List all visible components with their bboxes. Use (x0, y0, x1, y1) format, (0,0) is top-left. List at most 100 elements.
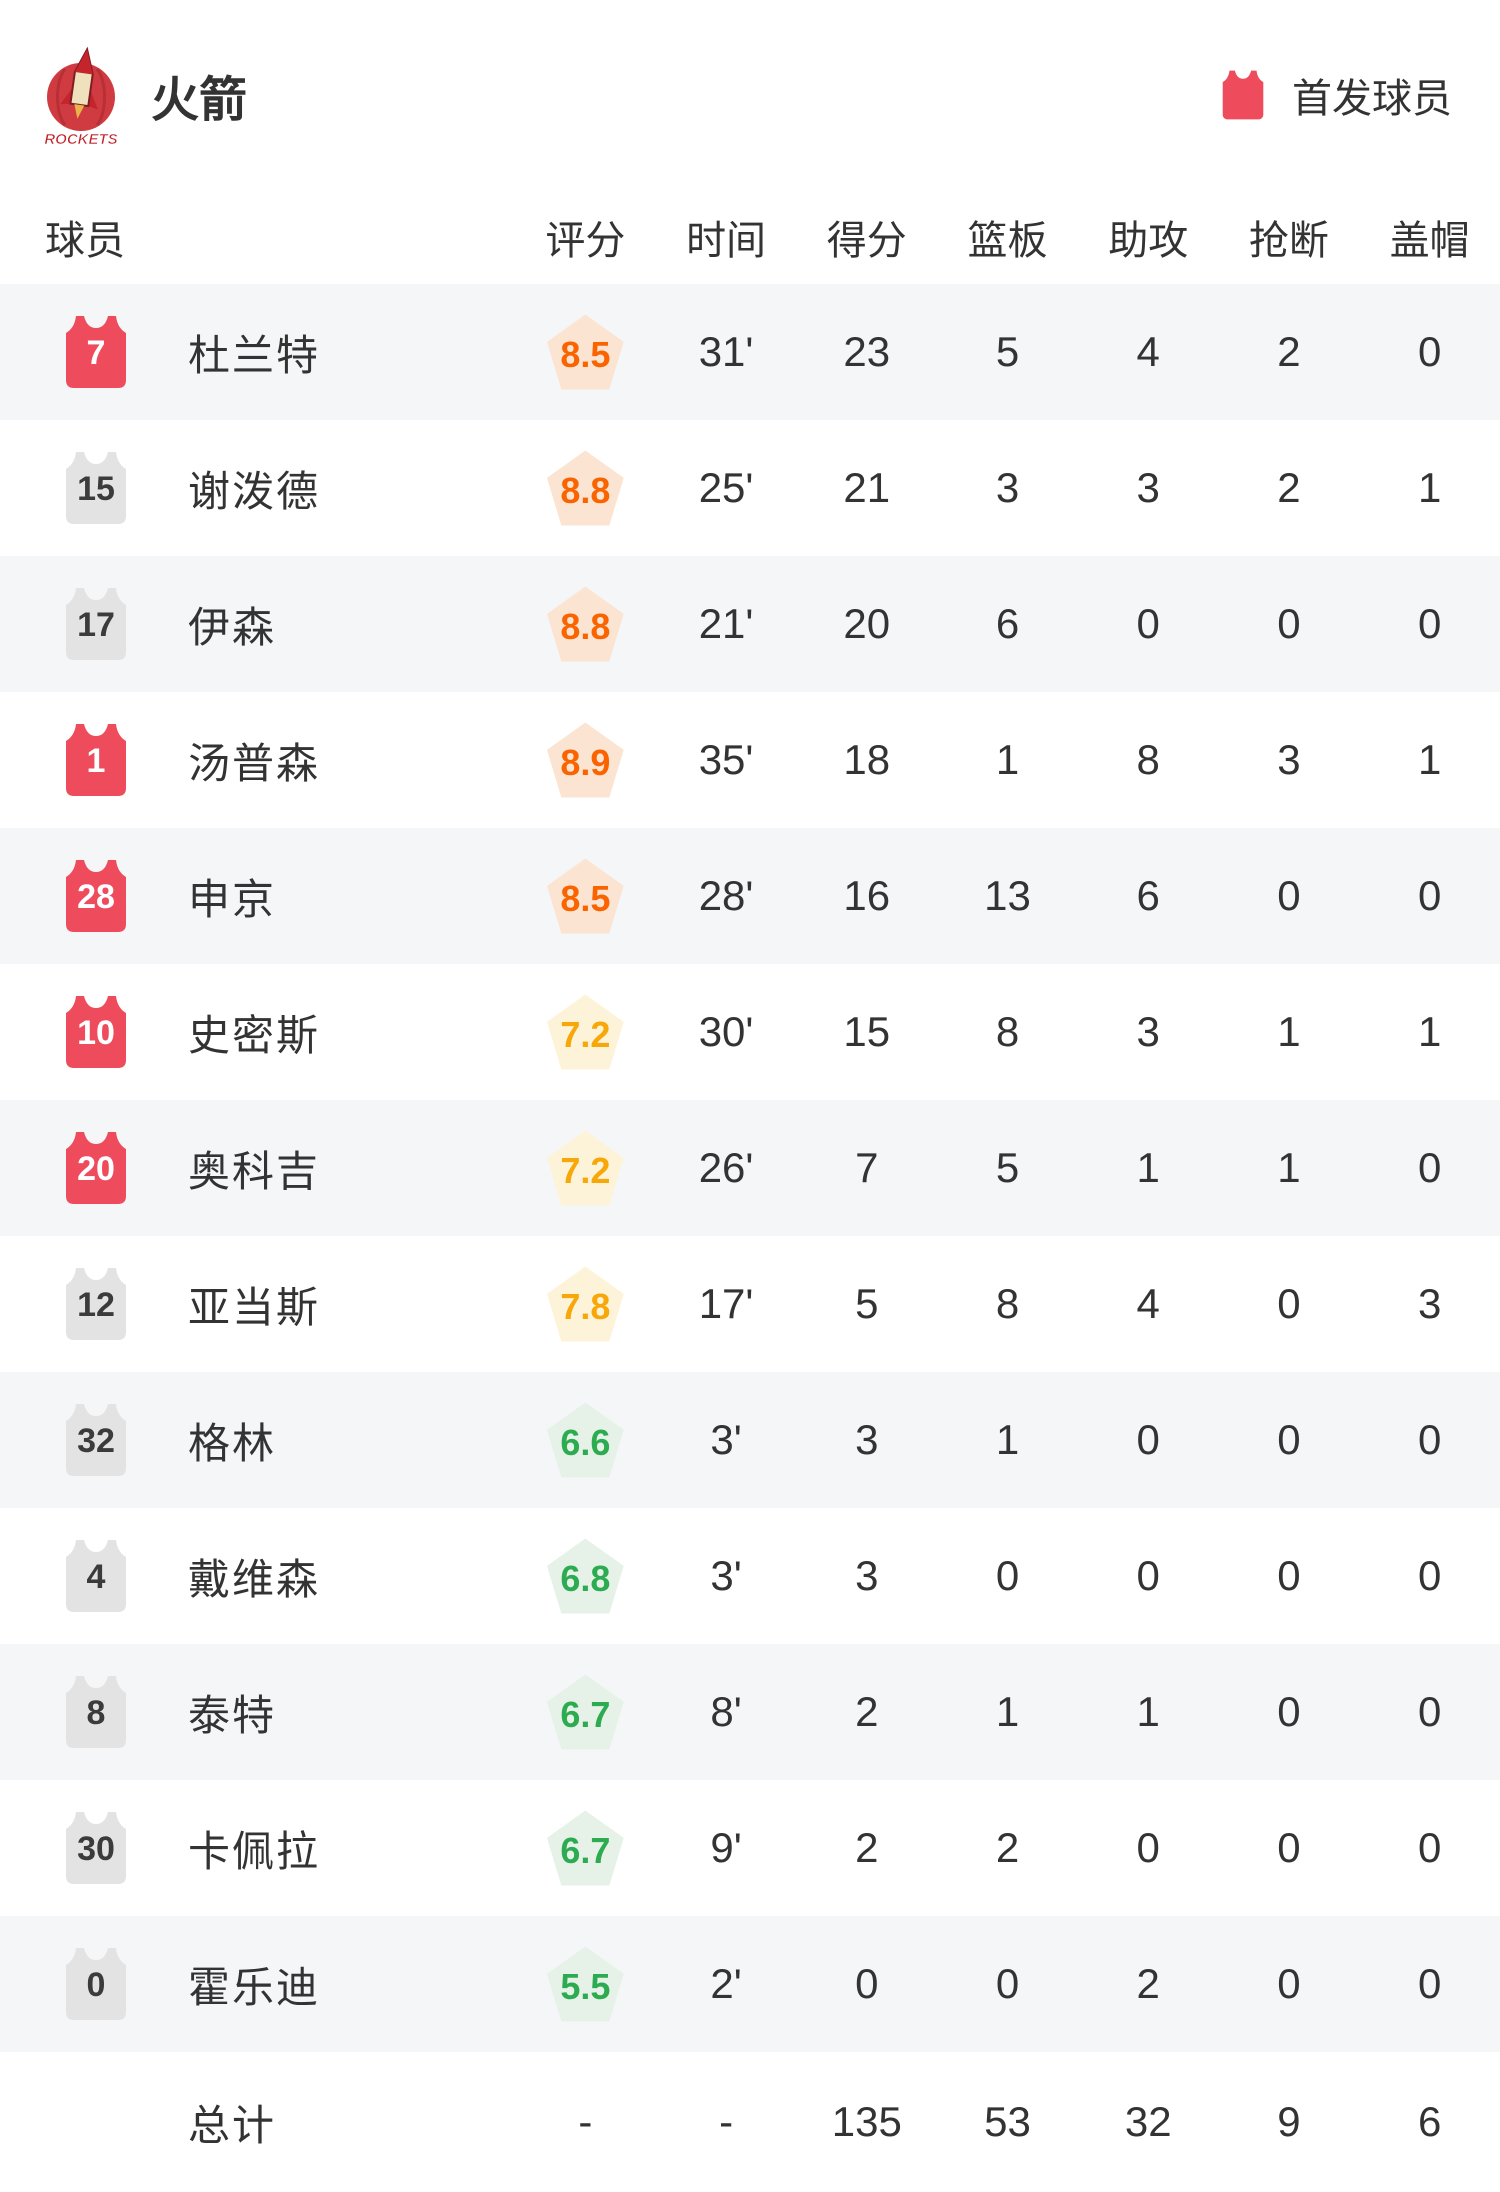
jersey-number: 12 (77, 1286, 115, 1324)
stat-steals: 0 (1277, 1552, 1301, 1599)
stat-steals: 0 (1277, 1416, 1301, 1463)
stat-rebounds: 1 (995, 736, 1020, 783)
stat-blocks: 1 (1417, 464, 1442, 511)
player-name: 伊森 (188, 603, 277, 651)
jersey-icon: 20 (62, 1130, 130, 1206)
stat-assists: 8 (1136, 736, 1160, 783)
rating-value: 6.6 (560, 1422, 611, 1463)
team-header: ROCKETS 火箭 首发球员 (0, 0, 1500, 190)
stat-points: 3 (855, 1416, 879, 1463)
stat-time: 26' (698, 1144, 754, 1191)
stat-assists: 0 (1136, 1824, 1160, 1871)
rating-badge: 8.5 (545, 857, 625, 935)
player-row[interactable]: 7 杜兰特 8.5 31' 23 5 4 2 0 (0, 284, 1500, 420)
stat-time: 17' (698, 1280, 754, 1327)
total-rating: - (578, 2098, 593, 2145)
column-header-assists: 助攻 (1108, 219, 1189, 263)
rating-badge: 7.2 (545, 993, 625, 1071)
stat-points: 16 (843, 872, 891, 919)
rating-badge: 6.8 (545, 1537, 625, 1615)
player-name: 谢泼德 (188, 467, 321, 515)
player-row[interactable]: 1 汤普森 8.9 35' 18 1 8 3 1 (0, 692, 1500, 828)
starter-jersey-icon (1222, 70, 1264, 120)
rating-value: 6.7 (560, 1694, 611, 1735)
player-row[interactable]: 20 奥科吉 7.2 26' 7 5 1 1 0 (0, 1100, 1500, 1236)
rating-badge: 8.9 (545, 721, 625, 799)
player-row[interactable]: 30 卡佩拉 6.7 9' 2 2 0 0 0 (0, 1780, 1500, 1916)
stat-steals: 3 (1277, 736, 1301, 783)
stat-rebounds: 6 (995, 600, 1020, 647)
stat-assists: 0 (1136, 1552, 1160, 1599)
stat-time: 21' (698, 600, 754, 647)
rating-value: 6.8 (560, 1558, 611, 1599)
stat-time: 3' (710, 1552, 742, 1599)
rating-badge: 6.7 (545, 1809, 625, 1887)
stat-blocks: 3 (1417, 1280, 1442, 1327)
stat-blocks: 0 (1417, 1960, 1442, 2007)
jersey-icon: 1 (62, 722, 130, 798)
total-steals: 9 (1277, 2098, 1301, 2145)
jersey-number: 32 (77, 1422, 115, 1460)
jersey-icon: 8 (62, 1674, 130, 1750)
stat-rebounds: 0 (995, 1552, 1020, 1599)
jersey-number: 0 (86, 1966, 106, 2004)
rating-value: 7.8 (560, 1286, 611, 1327)
player-row[interactable]: 10 史密斯 7.2 30' 15 8 3 1 1 (0, 964, 1500, 1100)
stat-blocks: 0 (1417, 1144, 1442, 1191)
svg-text:ROCKETS: ROCKETS (45, 131, 117, 147)
player-row[interactable]: 0 霍乐迪 5.5 2' 0 0 2 0 0 (0, 1916, 1500, 2052)
stat-rebounds: 0 (995, 1960, 1020, 2007)
stat-blocks: 1 (1417, 1008, 1442, 1055)
jersey-icon: 7 (62, 314, 130, 390)
player-row[interactable]: 12 亚当斯 7.8 17' 5 8 4 0 3 (0, 1236, 1500, 1372)
stat-points: 7 (855, 1144, 879, 1191)
stat-time: 30' (698, 1008, 754, 1055)
player-row[interactable]: 4 戴维森 6.8 3' 3 0 0 0 0 (0, 1508, 1500, 1644)
total-row: 总计 - - 135 53 32 9 6 (0, 2052, 1500, 2192)
stat-rebounds: 2 (995, 1824, 1020, 1871)
rating-value: 8.8 (560, 470, 611, 511)
stat-time: 8' (710, 1688, 742, 1735)
rating-badge: 7.2 (545, 1129, 625, 1207)
player-row[interactable]: 17 伊森 8.8 21' 20 6 0 0 0 (0, 556, 1500, 692)
jersey-icon: 10 (62, 994, 130, 1070)
stat-points: 2 (855, 1688, 879, 1735)
jersey-number: 17 (77, 606, 115, 644)
jersey-number: 10 (77, 1014, 115, 1052)
jersey-number: 28 (77, 878, 115, 916)
jersey-icon: 0 (62, 1946, 130, 2022)
jersey-icon: 28 (62, 858, 130, 934)
rating-badge: 5.5 (545, 1945, 625, 2023)
team-info: ROCKETS 火箭 (45, 43, 247, 147)
rating-badge: 8.8 (545, 585, 625, 663)
stat-rebounds: 1 (995, 1416, 1020, 1463)
stat-assists: 1 (1136, 1144, 1160, 1191)
column-header-rebounds: 篮板 (967, 219, 1048, 263)
player-row[interactable]: 28 申京 8.5 28' 16 13 6 0 0 (0, 828, 1500, 964)
player-rows: 7 杜兰特 8.5 31' 23 5 4 2 0 1 5 谢泼德 (0, 284, 1500, 2052)
player-name: 格林 (188, 1419, 277, 1467)
stat-time: 3' (710, 1416, 742, 1463)
jersey-number: 8 (86, 1694, 106, 1732)
player-row[interactable]: 15 谢泼德 8.8 25' 21 3 3 2 1 (0, 420, 1500, 556)
stat-points: 5 (855, 1280, 879, 1327)
rating-value: 8.5 (560, 878, 611, 919)
stat-blocks: 0 (1417, 1824, 1442, 1871)
stat-points: 2 (855, 1824, 879, 1871)
rating-value: 5.5 (560, 1966, 611, 2007)
stat-blocks: 0 (1417, 600, 1442, 647)
table-header: 球员 评分 时间 得分 篮板 助攻 抢断 盖帽 (0, 190, 1500, 284)
column-header-rating: 评分 (545, 219, 626, 263)
player-name: 戴维森 (188, 1555, 321, 1603)
stat-assists: 0 (1136, 600, 1160, 647)
player-name: 卡佩拉 (188, 1827, 321, 1875)
stat-assists: 4 (1136, 328, 1160, 375)
column-header-points: 得分 (826, 219, 907, 263)
total-rebounds: 53 (984, 2098, 1031, 2145)
stat-assists: 6 (1136, 872, 1160, 919)
player-row[interactable]: 8 泰特 6.7 8' 2 1 1 0 0 (0, 1644, 1500, 1780)
player-row[interactable]: 32 格林 6.6 3' 3 1 0 0 0 (0, 1372, 1500, 1508)
stat-time: 31' (698, 328, 754, 375)
stat-points: 3 (855, 1552, 879, 1599)
